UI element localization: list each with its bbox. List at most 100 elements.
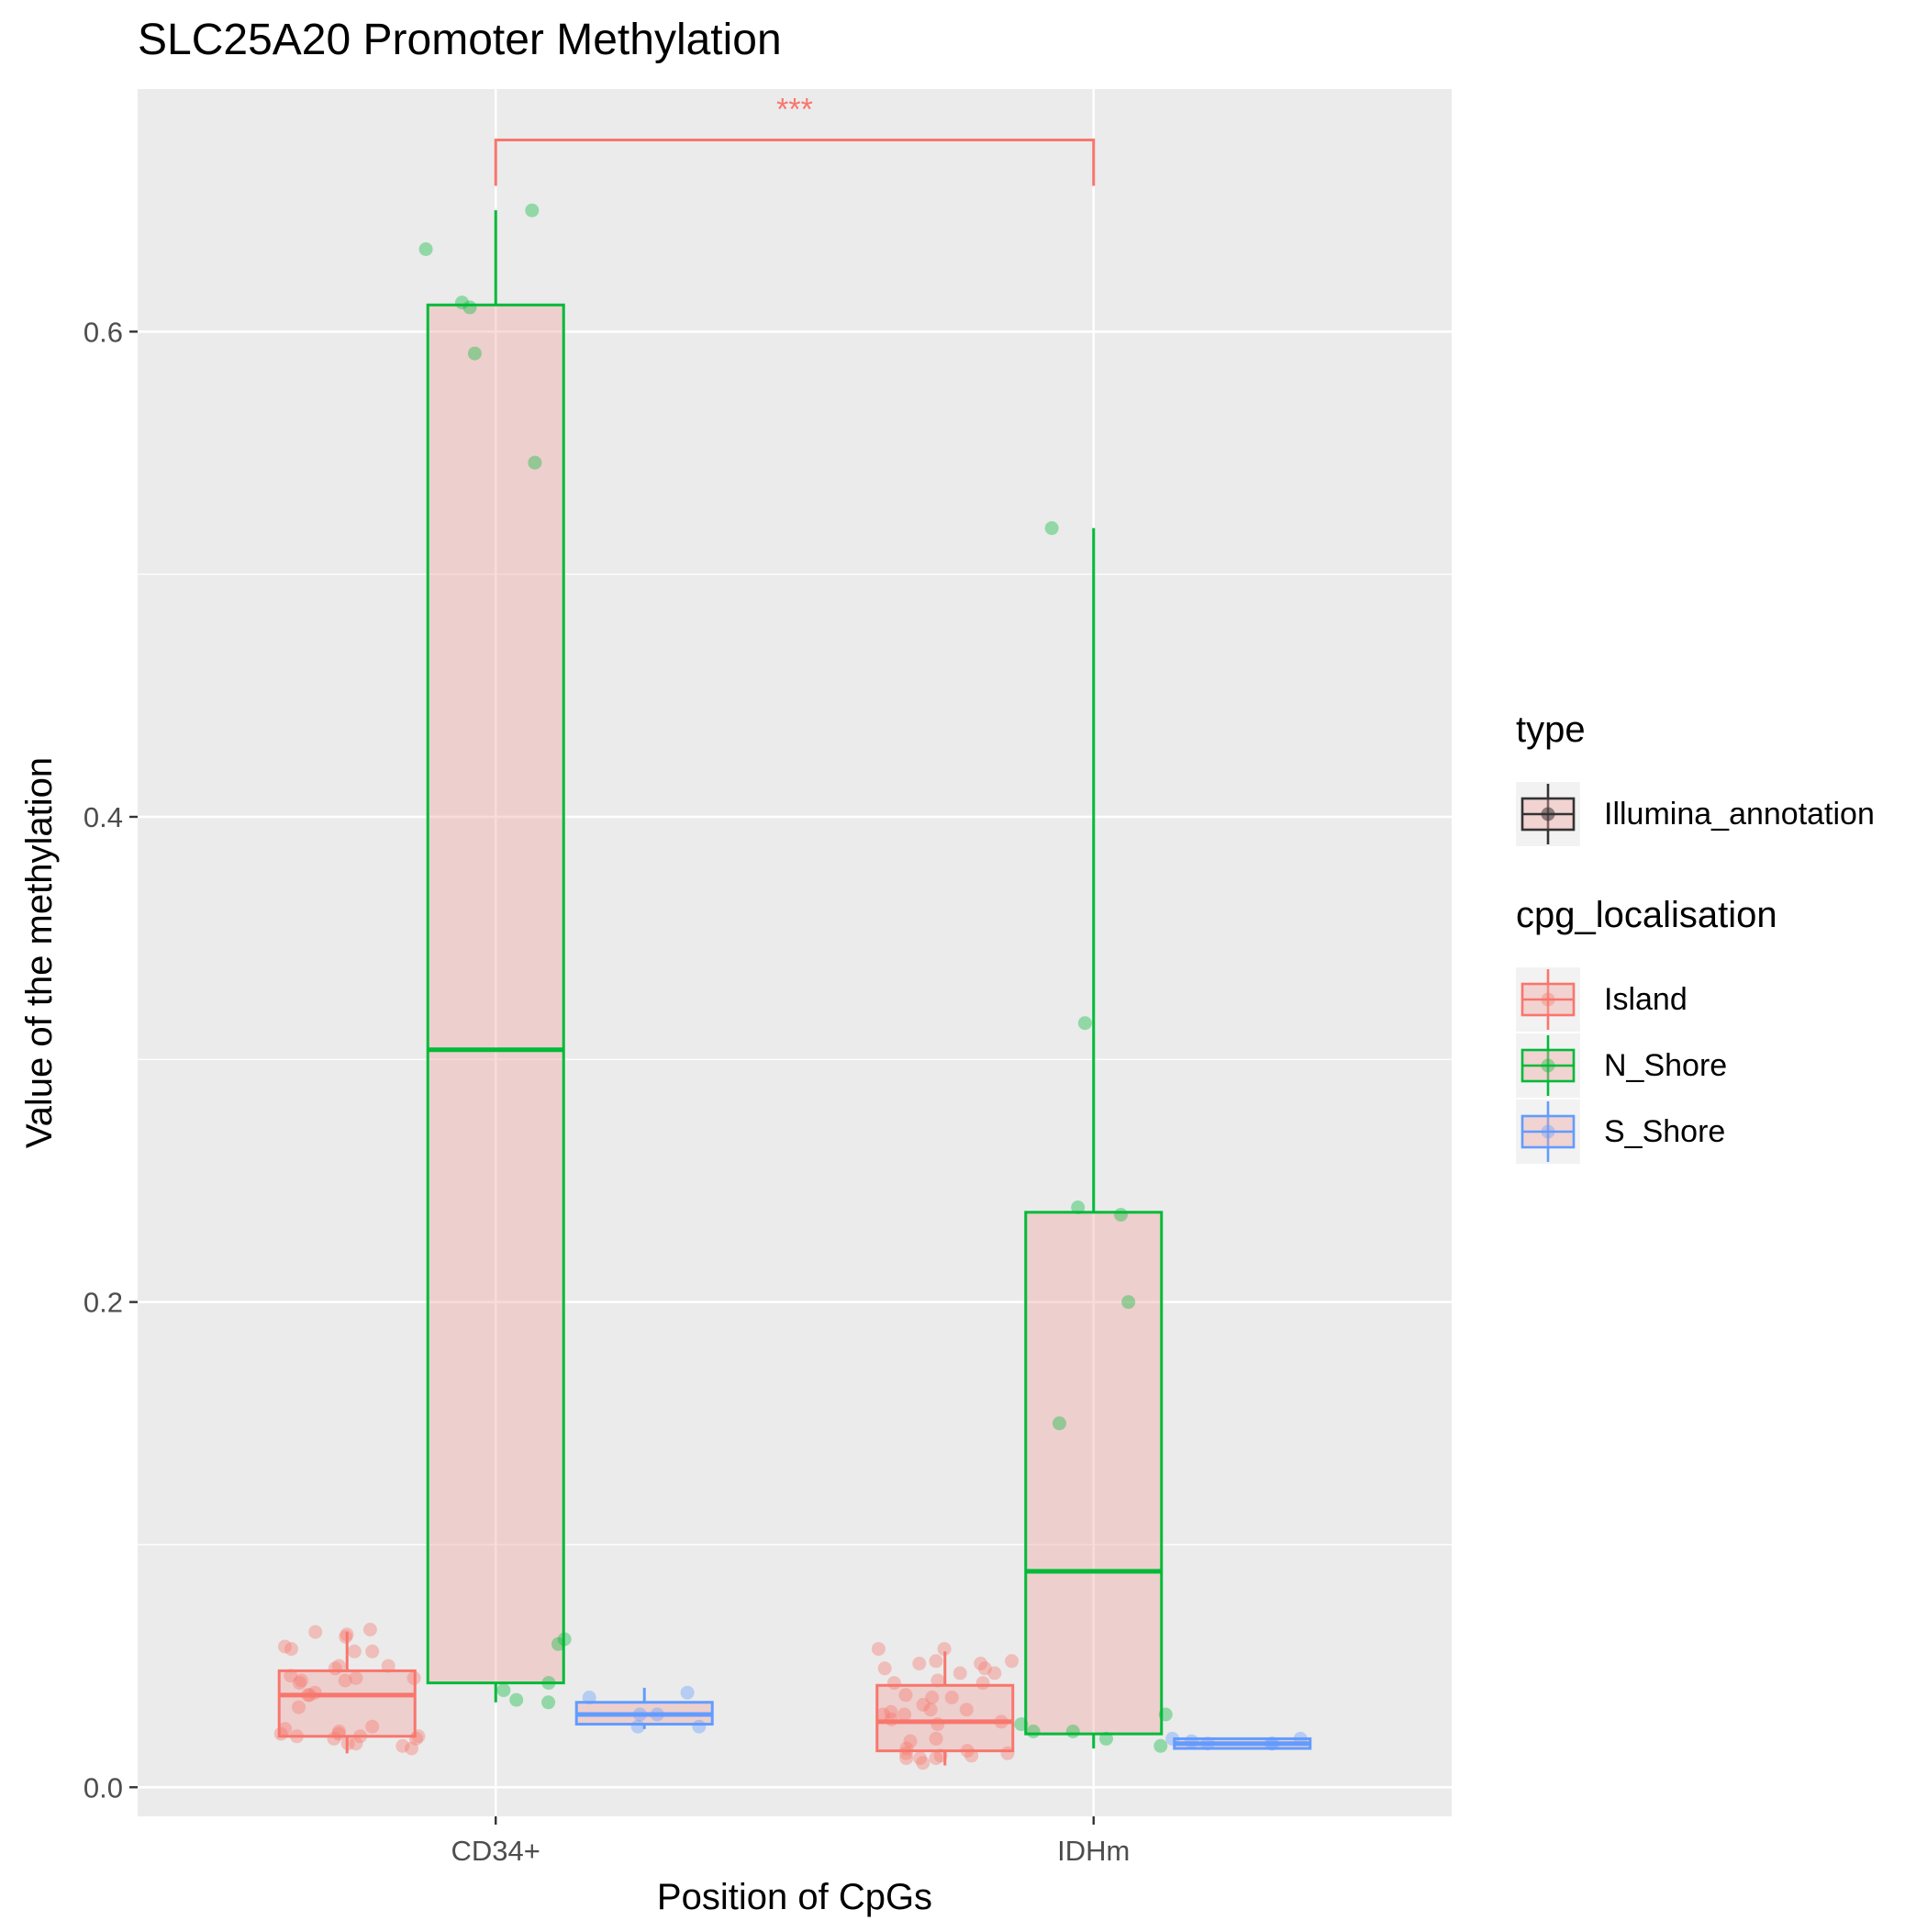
point-Island — [898, 1688, 913, 1703]
point-N_Shore — [418, 242, 433, 256]
point-Island — [327, 1731, 341, 1746]
point-Island — [365, 1644, 380, 1658]
legend-title: cpg_localisation — [1516, 895, 1777, 935]
point-Island — [339, 1629, 353, 1644]
point-Island — [929, 1751, 943, 1766]
point-N_Shore — [1014, 1717, 1029, 1732]
legend-title: type — [1516, 709, 1586, 750]
point-Island — [365, 1719, 380, 1734]
point-Island — [916, 1756, 930, 1770]
point-S_Shore — [1185, 1734, 1198, 1748]
point-Island — [987, 1666, 1002, 1681]
point-Island — [338, 1673, 352, 1688]
point-N_Shore — [1026, 1725, 1041, 1738]
point-Island — [930, 1673, 945, 1688]
legend-key-point — [1541, 992, 1555, 1007]
point-Island — [407, 1670, 421, 1685]
y-tick-label: 0.6 — [84, 316, 123, 348]
y-axis: 0.0 0.2 0.4 0.6 — [84, 316, 138, 1804]
point-Island — [884, 1704, 898, 1719]
box-N_Shore-IDHm — [1024, 528, 1164, 1748]
jitter-points — [273, 203, 1308, 1770]
point-Island — [923, 1703, 938, 1717]
point-Island — [411, 1729, 426, 1744]
point-Island — [353, 1729, 367, 1744]
point-N_Shore — [1065, 1725, 1080, 1738]
y-tick-label: 0.4 — [84, 801, 123, 833]
point-Island — [1000, 1746, 1015, 1760]
point-Island — [877, 1661, 892, 1676]
y-tick-label: 0.2 — [84, 1287, 123, 1319]
point-Island — [302, 1688, 317, 1703]
legend-key-point — [1541, 807, 1555, 821]
legend-key-S_Shore — [1516, 1100, 1580, 1164]
point-Island — [349, 1670, 363, 1685]
point-N_Shore — [1071, 1201, 1086, 1214]
point-Island — [307, 1685, 322, 1700]
point-Island — [284, 1669, 298, 1683]
grid-minor — [138, 574, 1452, 1546]
x-axis: CD34+ IDHm — [451, 1816, 1130, 1867]
point-Island — [944, 1691, 959, 1704]
point-Island — [930, 1717, 945, 1732]
point-Island — [994, 1714, 1008, 1729]
point-Island — [349, 1737, 363, 1751]
legend-key-N_Shore — [1516, 1033, 1580, 1098]
point-Island — [886, 1676, 901, 1691]
point-Island — [899, 1746, 913, 1760]
point-Island — [959, 1703, 974, 1717]
point-Island — [974, 1657, 988, 1670]
point-Island — [899, 1741, 914, 1756]
point-Island — [292, 1676, 306, 1691]
point-S_Shore — [1293, 1731, 1308, 1746]
point-Island — [331, 1726, 346, 1741]
box-S_Shore-IDHm — [1173, 1737, 1312, 1750]
point-N_Shore — [509, 1692, 524, 1707]
point-N_Shore — [467, 346, 482, 361]
legend-key-point — [1541, 1124, 1555, 1139]
point-N_Shore — [1114, 1208, 1128, 1222]
point-N_Shore — [1121, 1295, 1136, 1310]
y-axis-label: Value of the methylation — [19, 757, 60, 1148]
legend-label: Illumina_annotation — [1604, 797, 1875, 832]
point-Island — [964, 1748, 979, 1763]
point-N_Shore — [551, 1636, 565, 1651]
legend: type Illumina_annotation cpg_localisation I… — [1516, 709, 1875, 1164]
point-Island — [347, 1644, 362, 1658]
point-Island — [331, 1658, 346, 1673]
point-N_Shore — [541, 1695, 556, 1710]
point-Island — [295, 1673, 308, 1688]
point-Island — [960, 1744, 975, 1759]
point-S_Shore — [1165, 1731, 1180, 1746]
point-Island — [273, 1726, 288, 1741]
point-Island — [933, 1748, 948, 1763]
point-N_Shore — [525, 203, 540, 218]
y-tick-label: 0.0 — [84, 1771, 123, 1804]
point-Island — [916, 1697, 930, 1712]
point-Island — [395, 1738, 410, 1753]
box-iqr — [277, 1669, 417, 1738]
box-Island-IDHm — [875, 1651, 1015, 1766]
point-N_Shore — [1044, 520, 1059, 535]
point-S_Shore — [650, 1707, 664, 1722]
chart-title: SLC25A20 Promoter Methylation — [138, 16, 782, 64]
point-Island — [381, 1658, 395, 1673]
legend-key-Island — [1516, 967, 1580, 1032]
point-Island — [278, 1722, 293, 1737]
legend-label: S_Shore — [1604, 1114, 1725, 1149]
x-tick-label: CD34+ — [451, 1835, 540, 1867]
x-tick-label: IDHm — [1057, 1835, 1130, 1867]
point-Island — [975, 1676, 990, 1691]
point-Island — [977, 1661, 992, 1676]
box-N_Shore-CD34+ — [426, 210, 565, 1703]
point-Island — [290, 1729, 304, 1744]
point-Island — [929, 1654, 943, 1669]
point-Island — [340, 1737, 355, 1751]
point-Island — [937, 1642, 952, 1657]
point-Island — [292, 1700, 306, 1714]
point-N_Shore — [1077, 1016, 1092, 1031]
point-S_Shore — [630, 1719, 645, 1734]
point-S_Shore — [1264, 1737, 1278, 1751]
point-S_Shore — [680, 1685, 695, 1700]
point-N_Shore — [455, 296, 469, 310]
